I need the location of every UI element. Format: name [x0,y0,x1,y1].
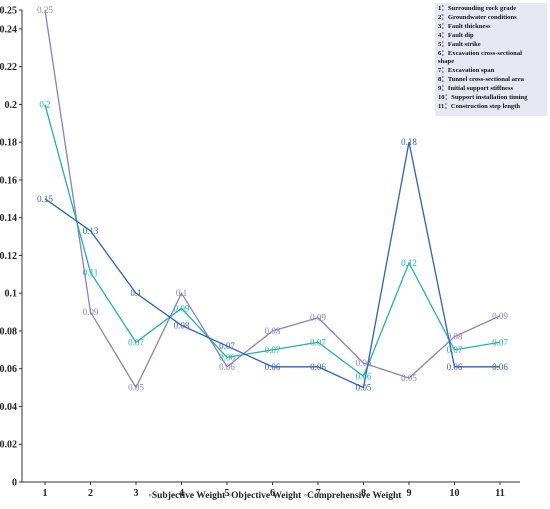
data-label-comprehensive-weight: 0.05 [128,383,144,393]
x-tick-label: 8 [361,488,366,499]
data-label-objective-weight: 0.06 [219,352,235,362]
data-label-objective-weight: 0.12 [401,258,417,268]
y-tick-label: 0.04 [0,402,17,413]
factor-legend-item: 5：Fault strike [438,40,481,48]
y-tick-label: 0.02 [0,440,17,451]
data-label-comprehensive-weight: 0.09 [310,313,326,323]
x-tick-label: 10 [450,488,460,499]
data-label-objective-weight: 0.07 [310,337,326,347]
factor-legend-item: 7：Excavation span [438,67,495,75]
data-label-objective-weight: 0.2 [39,99,50,109]
data-label-subjective-weight: 0.18 [401,137,417,147]
y-tick-label: 0.1 [5,289,18,300]
factor-legend: 1：Surrounding rock grade 2：Groundwater c… [435,3,547,116]
data-label-subjective-weight: 0.05 [356,383,372,393]
data-label-comprehensive-weight: 0.08 [265,326,281,336]
legend-objective-weight: ◦Objective Weight [227,491,304,501]
data-label-subjective-weight: 0.15 [37,194,53,204]
factor-legend-item: 3：Fault thickness [438,22,491,30]
factor-legend-item: shape [438,58,455,66]
data-label-objective-weight: 0.07 [447,345,463,355]
y-tick-label: 0.06 [0,364,17,375]
data-label-subjective-weight: 0.08 [174,320,190,330]
data-label-comprehensive-weight: 0.08 [447,332,463,342]
chart-axes [21,10,520,483]
y-tick-label: 0 [12,478,17,489]
series-line-objective-weight [44,104,501,378]
x-axis-ticks: 1 2 3 4 5 6 7 8 9 10 11 [43,482,505,499]
x-tick-label: 9 [407,488,412,499]
x-tick-label: 1 [43,488,48,499]
data-label-subjective-weight: 0.06 [265,362,281,372]
x-tick-label: 4 [179,488,184,499]
y-tick-label: 0.2 [5,100,18,111]
series-line-subjective-weight [44,142,500,389]
x-tick-label: 5 [225,488,230,499]
data-label-comprehensive-weight: 0.06 [356,358,372,368]
x-tick-label: 3 [134,488,139,499]
data-label-objective-weight: 0.07 [492,337,508,347]
data-label-comprehensive-weight: 0.1 [176,288,187,298]
data-label-subjective-weight: 0.07 [219,341,235,351]
y-axis-ticks: 0 0.02 0.04 0.06 0.08 0.1 0.12 0.14 0.16 0.18 0.2 0… [0,6,22,489]
data-label-subjective-weight: 0.13 [83,226,99,236]
factor-legend-item: 1：Surrounding rock grade [438,5,517,12]
factor-legend-item: 9：Initial support stiffness [438,85,514,93]
factor-legend-item: 8：Tunnel cross-sectional area [438,76,524,84]
factor-legend-item: 4：Fault dip [438,31,474,39]
y-tick-label: 0.14 [0,213,17,224]
x-tick-label: 2 [88,488,93,499]
data-label-subjective-weight: 0.1 [130,288,141,298]
data-label-objective-weight: 0.07 [128,337,144,347]
y-tick-label: 0.18 [0,138,17,149]
legend-comprehensive-weight: ◦Comprehensive Weight [303,491,402,501]
factor-legend-item: 11：Construction step length [438,102,521,110]
data-label-subjective-weight: 0.06 [447,362,463,372]
factor-legend-item: 10：Support installation timing [438,94,528,102]
y-tick-label: 0.22 [0,62,17,73]
data-label-comprehensive-weight: 0.25 [37,5,53,15]
y-tick-label: 0.24 [0,24,17,35]
data-label-objective-weight: 0.09 [174,303,190,313]
y-tick-label: 0.08 [0,326,17,337]
series-legend: ◦Subjective Weight ◦Objective Weight ◦Co… [0,491,550,501]
data-label-objective-weight: 0.06 [356,371,372,381]
data-labels: 0.25 0.09 0.05 0.1 0.06 0.08 0.09 0.06 0.05 0.08 0… [37,5,508,393]
data-label-subjective-weight: 0.06 [492,362,508,372]
y-tick-label: 0.12 [0,251,17,262]
data-label-comprehensive-weight: 0.09 [83,307,99,317]
series-lines [44,9,501,389]
x-tick-label: 11 [495,488,504,499]
factor-legend-item: 6：Excavation cross-sectional [438,49,522,57]
data-label-comprehensive-weight: 0.09 [492,311,508,321]
legend-subjective-weight: ◦Subjective Weight [148,491,228,501]
y-tick-label: 0.16 [0,175,17,186]
factor-legend-item: 2：Groundwater conditions [438,13,517,21]
series-line-comprehensive-weight [44,9,501,389]
data-label-objective-weight: 0.07 [265,345,281,355]
x-tick-label: 7 [316,488,321,499]
x-tick-label: 6 [270,488,275,499]
y-tick-label: 0.25 [0,6,17,17]
data-label-subjective-weight: 0.06 [310,362,326,372]
data-label-comprehensive-weight: 0.05 [401,373,417,383]
data-label-objective-weight: 0.11 [83,267,98,277]
data-label-comprehensive-weight: 0.06 [219,362,235,372]
